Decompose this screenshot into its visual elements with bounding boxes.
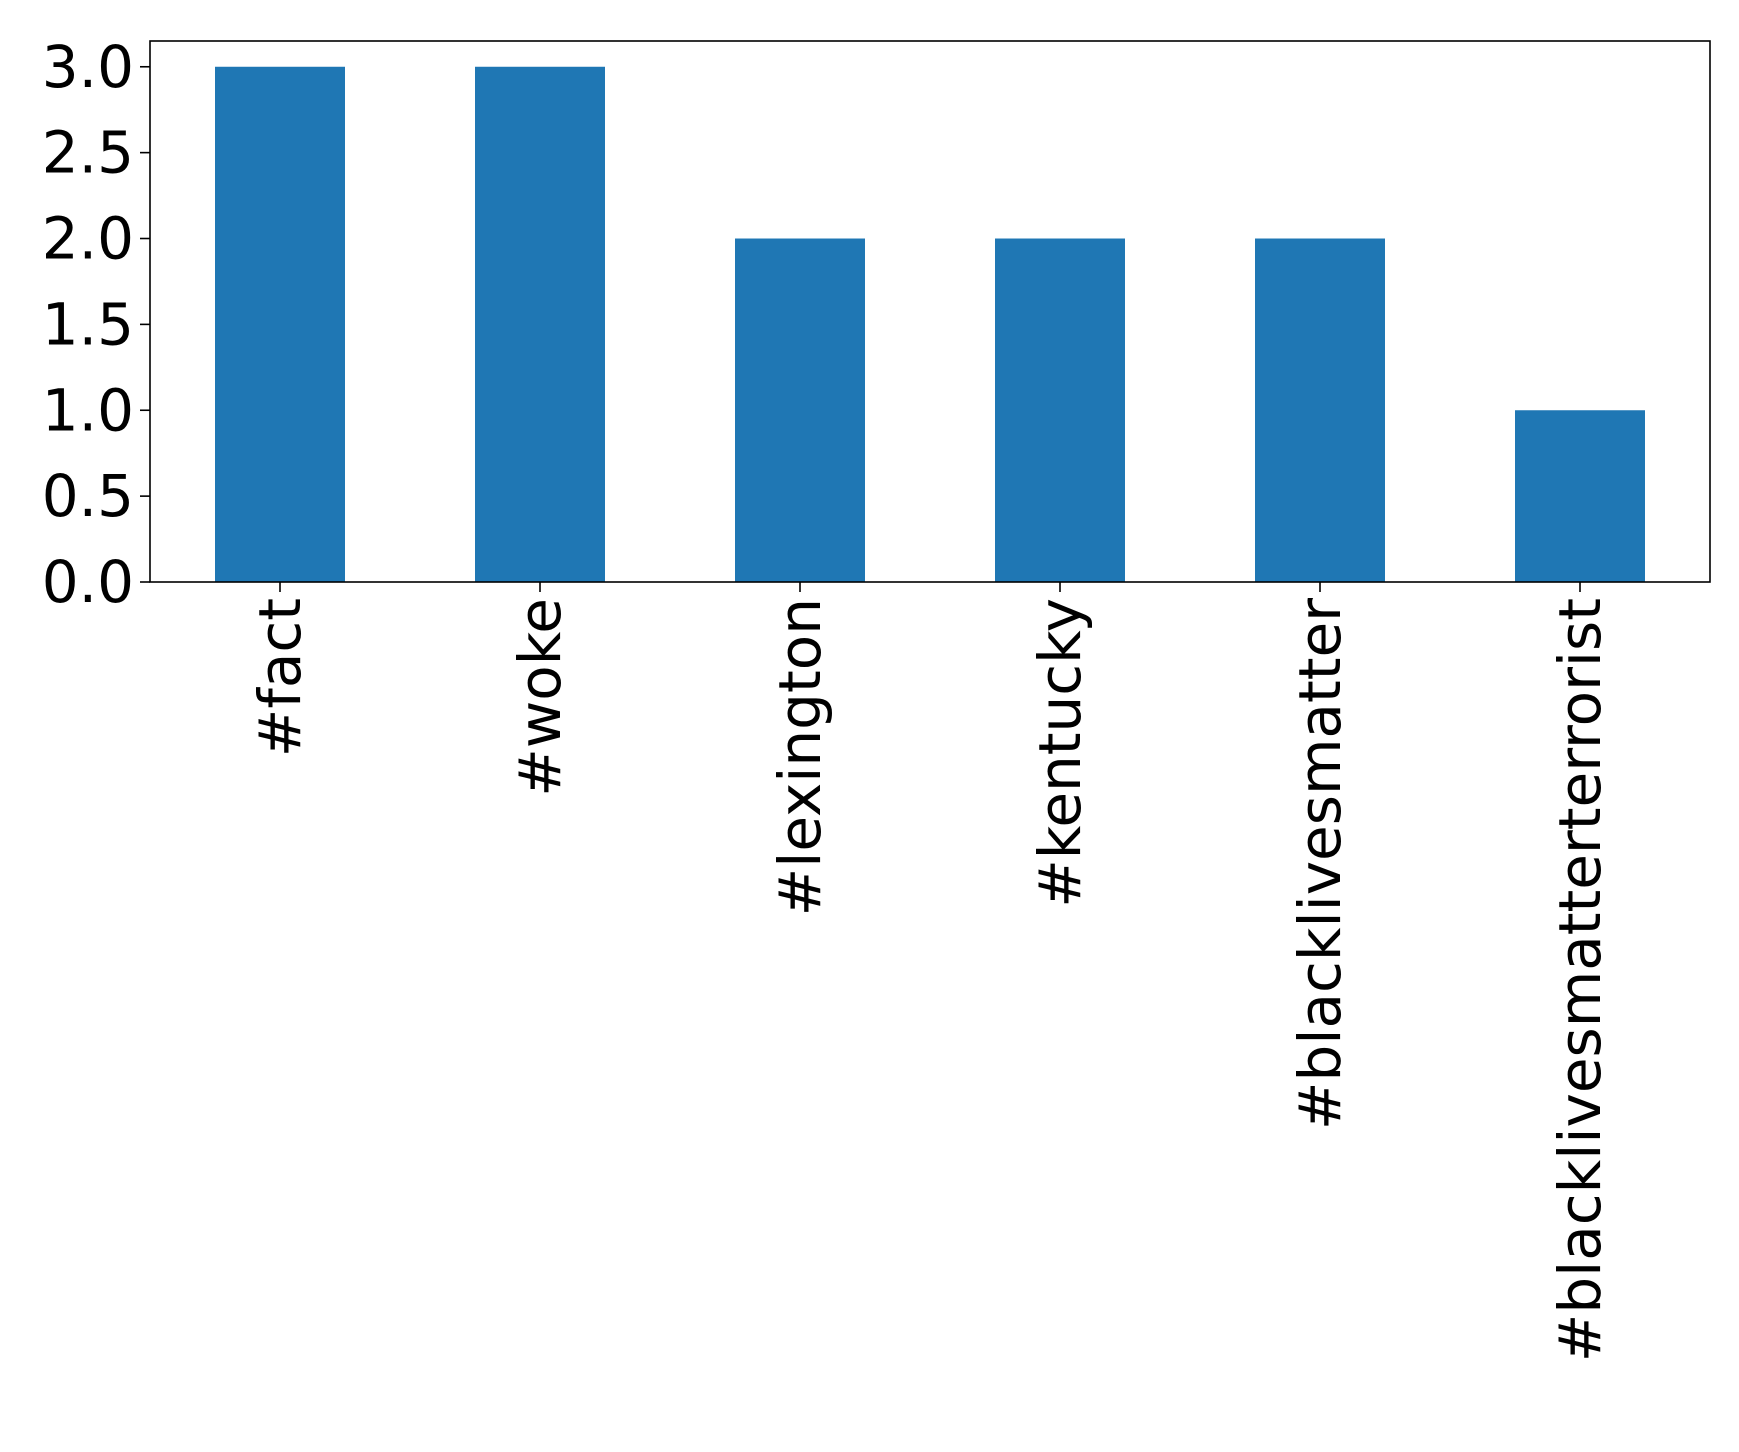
y-tick-label-3: 1.5 xyxy=(42,290,134,358)
y-tick-label-0: 0.0 xyxy=(42,548,134,616)
bars xyxy=(215,66,1645,582)
bar-4 xyxy=(1255,238,1385,582)
plot-frame xyxy=(149,40,1711,583)
y-tick-label-4: 2.0 xyxy=(42,205,134,273)
x-tick-label-5: #blacklivesmatterterrorist xyxy=(1546,598,1614,1362)
bar-2 xyxy=(735,238,865,582)
x-axis: #fact #woke #lexington #kentucky #blacklives… xyxy=(246,582,1614,1362)
y-tick-label-2: 1.0 xyxy=(42,376,134,444)
bar-1 xyxy=(475,66,605,582)
bar-0 xyxy=(215,66,345,582)
y-axis: 0.0 0.5 1.0 1.5 2.0 2.5 3.0 xyxy=(42,33,150,616)
x-tick-label-3: #kentucky xyxy=(1026,598,1094,908)
y-tick-label-6: 3.0 xyxy=(42,33,134,101)
y-tick-label-1: 0.5 xyxy=(42,462,134,530)
bar-5 xyxy=(1515,410,1645,582)
bar-3 xyxy=(995,238,1125,582)
x-tick-label-2: #lexington xyxy=(766,598,834,916)
x-tick-label-0: #fact xyxy=(246,598,314,757)
x-tick-label-1: #woke xyxy=(506,598,574,797)
y-tick-label-5: 2.5 xyxy=(42,119,134,187)
x-tick-label-4: #blacklivesmatter xyxy=(1286,598,1354,1130)
